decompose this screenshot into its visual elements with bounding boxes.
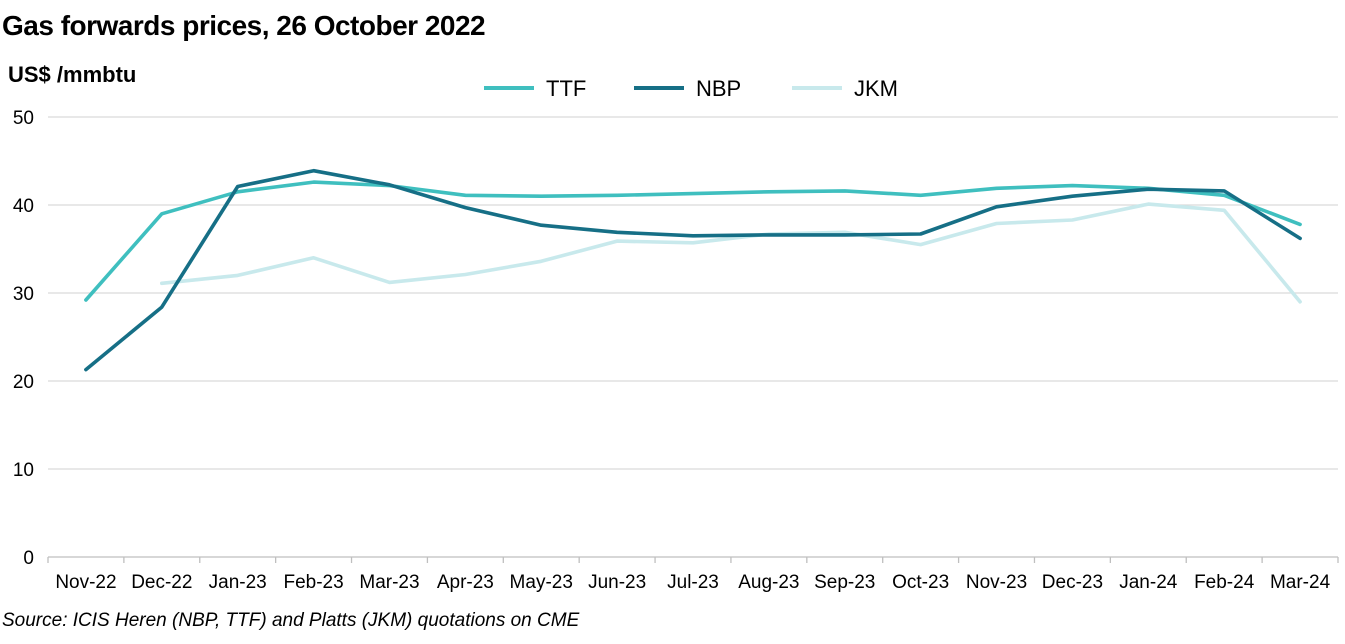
legend-label-nbp: NBP: [696, 76, 741, 101]
chart-title: Gas forwards prices, 26 October 2022: [2, 10, 486, 41]
legend-label-jkm: JKM: [854, 76, 898, 101]
x-tick-label: Apr-23: [437, 572, 494, 593]
y-tick-labels: 0 10 20 30 40 50: [13, 108, 34, 569]
x-tick-label: Mar-24: [1270, 572, 1331, 593]
grid-lines: [48, 116, 1338, 470]
x-tick-label: Oct-23: [892, 572, 949, 593]
x-tick-label: Nov-22: [55, 572, 116, 593]
x-tick-labels: Nov-22 Dec-22 Jan-23 Feb-23 Mar-23 Apr-23 May-…: [55, 572, 1330, 593]
x-axis: [47, 556, 1339, 563]
x-tick-label: Feb-24: [1194, 572, 1255, 593]
x-tick-label: Dec-22: [131, 572, 192, 593]
legend-label-ttf: TTF: [546, 76, 586, 101]
x-tick-label: Dec-23: [1042, 572, 1103, 593]
series-line-nbp: [84, 168, 1302, 372]
x-tick-label: Jul-23: [667, 572, 719, 593]
x-tick-label: Mar-23: [359, 572, 419, 593]
x-tick-label: Aug-23: [738, 572, 799, 593]
x-tick-label: Jan-23: [209, 572, 267, 593]
legend: TTF NBP JKM: [484, 76, 898, 101]
source-note: Source: ICIS Heren (NBP, TTF) and Platts…: [2, 610, 580, 631]
y-tick-label: 30: [13, 284, 34, 305]
x-tick-label: Jun-23: [588, 572, 646, 593]
y-tick-label: 0: [23, 548, 34, 569]
y-axis-unit-label: US$ /mmbtu: [8, 62, 137, 87]
x-tick-label: Nov-23: [966, 572, 1027, 593]
series-lines: [84, 168, 1302, 372]
y-tick-label: 20: [13, 372, 34, 393]
x-tick-label: Jan-24: [1119, 572, 1178, 593]
x-tick-label: May-23: [510, 572, 573, 593]
x-tick-label: Feb-23: [283, 572, 343, 593]
x-tick-label: Sep-23: [814, 572, 875, 593]
y-tick-label: 10: [13, 460, 34, 481]
y-tick-label: 40: [13, 196, 34, 217]
series-line-jkm: [160, 202, 1302, 304]
y-tick-label: 50: [13, 108, 34, 129]
series-line-ttf: [84, 180, 1302, 302]
